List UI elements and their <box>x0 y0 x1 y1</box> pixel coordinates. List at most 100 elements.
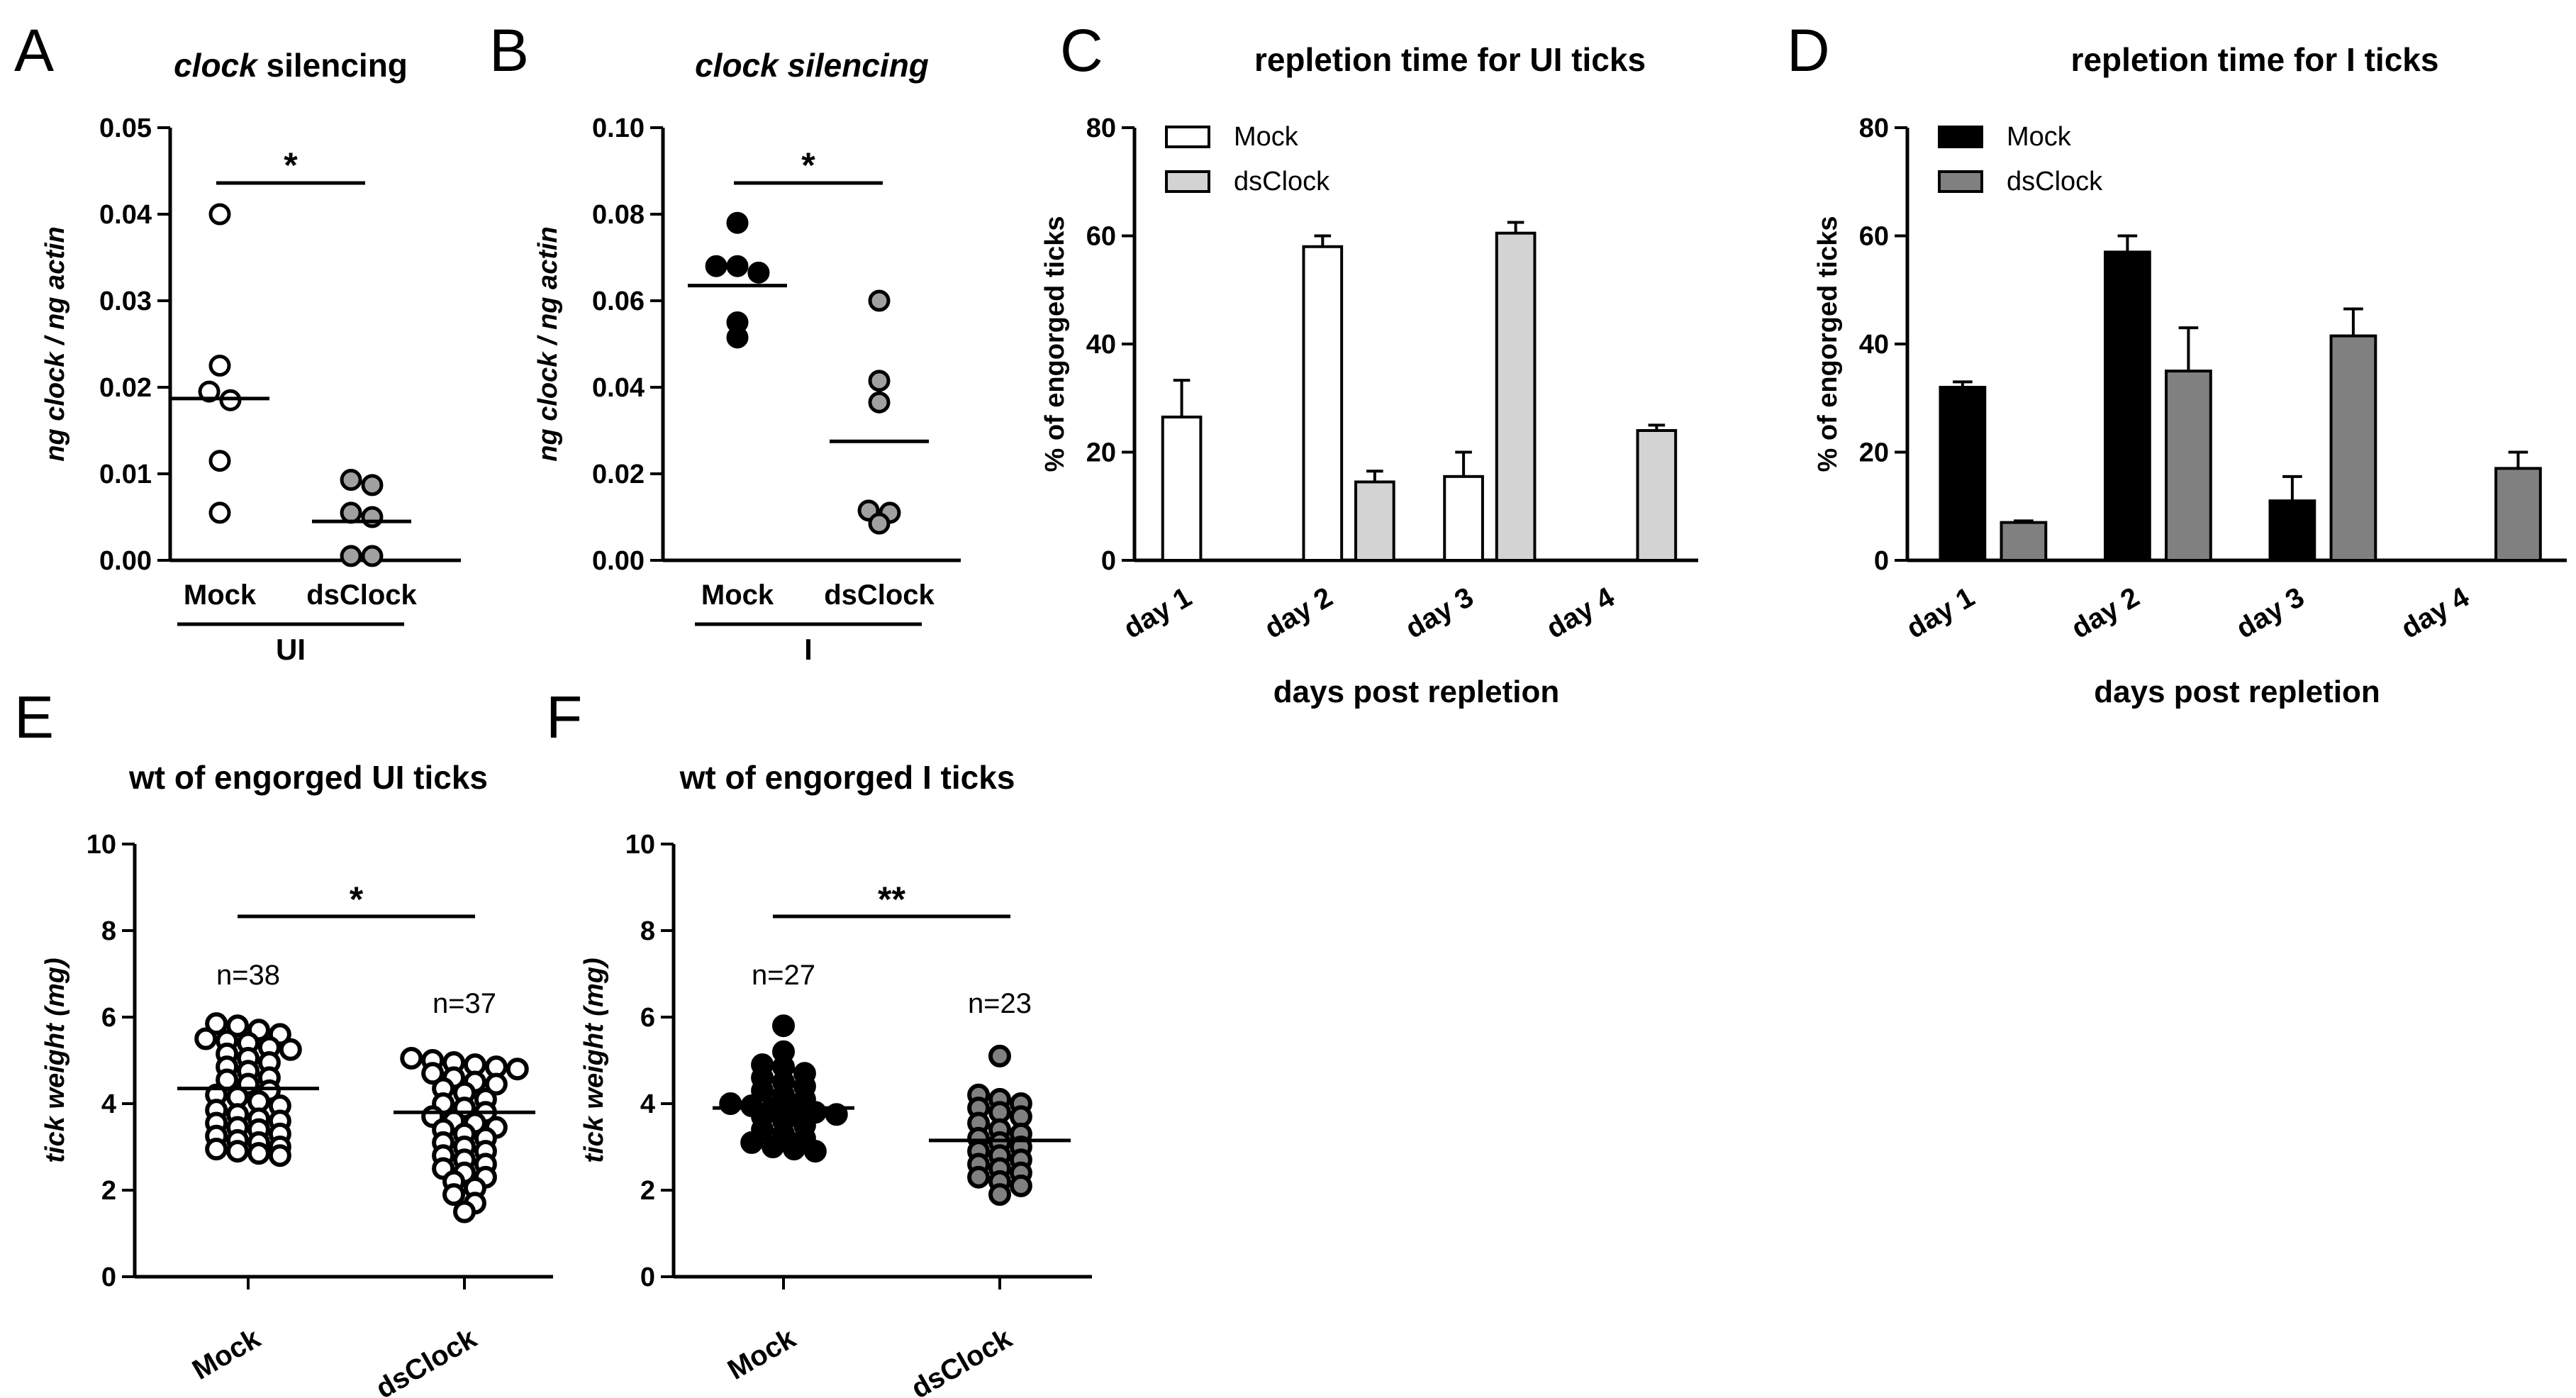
y-tick-label: 0.04 <box>99 200 152 230</box>
x-category-label: dsClock <box>824 579 935 611</box>
data-point-dsclock <box>868 512 891 535</box>
y-tick-label: 0.00 <box>99 546 152 576</box>
data-point-dsclock <box>868 391 891 414</box>
data-point-mock <box>772 1014 795 1038</box>
data-point-mock <box>726 255 749 277</box>
data-point-mock <box>226 1140 250 1163</box>
y-tick-label: 0.05 <box>99 113 152 143</box>
data-point-mock <box>208 450 231 472</box>
x-category-label: day 4 <box>1541 581 1620 645</box>
y-tick-label: 80 <box>1859 113 1889 143</box>
y-tick-label: 0 <box>101 1263 116 1292</box>
x-axis-label: days post repletion <box>1273 675 1559 709</box>
significance-label: ** <box>878 880 905 919</box>
data-point-mock <box>226 1014 250 1038</box>
data-point-mock <box>198 380 221 403</box>
data-point-dsclock <box>361 474 384 496</box>
y-tick-label: 2 <box>640 1176 655 1206</box>
chart-title: repletion time for I ticks <box>2071 41 2439 78</box>
chart-title: repletion time for UI ticks <box>1254 41 1646 78</box>
title-italic: clock <box>174 47 259 84</box>
data-point-mock <box>268 1144 291 1167</box>
data-point-mock <box>726 211 749 234</box>
chart-title: wt of engorged I ticks <box>679 759 1015 796</box>
y-tick-label: 0.04 <box>592 373 645 403</box>
data-point-dsclock <box>340 501 362 524</box>
legend-label: dsClock <box>2007 167 2103 196</box>
x-category-label: day 1 <box>1902 582 1980 645</box>
chart-title: clock silencing <box>174 47 408 84</box>
x-category-label: day 3 <box>2231 582 2310 645</box>
legend-swatch-mock <box>1165 126 1210 148</box>
chart-title: wt of engorged UI ticks <box>128 759 488 796</box>
data-point-dsclock <box>421 1062 445 1085</box>
data-point-dsclock <box>400 1046 423 1070</box>
x-category-label: day 4 <box>2396 581 2475 645</box>
bar-mock <box>1939 386 1987 562</box>
data-point-dsclock <box>988 1044 1011 1067</box>
x-category-label: day 2 <box>2066 582 2145 645</box>
data-point-dsclock <box>361 506 384 528</box>
y-tick-label: 4 <box>640 1089 655 1119</box>
panel-letter: E <box>14 684 54 750</box>
bar-dsclock <box>2329 334 2377 562</box>
x-category-label: Mock <box>723 1322 801 1386</box>
bar-mock <box>1302 245 1344 562</box>
y-tick-label: 0 <box>640 1263 655 1292</box>
data-point-mock <box>803 1140 827 1163</box>
data-point-mock <box>279 1038 302 1061</box>
data-point-dsclock <box>340 545 362 567</box>
data-point-mock <box>825 1103 848 1126</box>
y-tick-label: 20 <box>1859 438 1889 468</box>
n-label: n=38 <box>216 960 280 991</box>
bar-dsclock <box>2165 370 2212 562</box>
data-point-mock <box>247 1142 270 1165</box>
data-point-dsclock <box>967 1165 991 1189</box>
data-point-mock <box>705 255 727 277</box>
y-tick-label: 0.10 <box>592 113 645 143</box>
panel-letter: F <box>546 684 582 750</box>
bar-mock <box>1161 415 1203 562</box>
data-point-dsclock <box>868 289 891 312</box>
title-rest: silencing <box>257 47 408 84</box>
bar-mock <box>2104 250 2151 562</box>
y-tick-label: 8 <box>640 916 655 946</box>
significance-label: * <box>284 145 298 185</box>
data-point-dsclock <box>453 1200 476 1224</box>
y-tick-label: 40 <box>1086 330 1116 360</box>
group-label: I <box>804 633 813 666</box>
y-tick-label: 60 <box>1859 222 1889 252</box>
y-tick-label: 10 <box>625 830 655 860</box>
y-tick-label: 20 <box>1086 438 1116 468</box>
y-axis-label: % of engorged ticks <box>1813 216 1843 472</box>
y-tick-label: 4 <box>101 1089 116 1119</box>
panel-letter: A <box>14 17 54 84</box>
data-point-mock <box>205 1012 228 1036</box>
legend-label: Mock <box>1234 122 1299 152</box>
data-point-mock <box>747 261 770 284</box>
data-point-dsclock <box>484 1072 508 1096</box>
significance-label: * <box>350 880 364 919</box>
x-category-label: dsClock <box>906 1322 1017 1398</box>
y-tick-label: 0.01 <box>99 460 152 489</box>
x-category-label: Mock <box>701 579 774 611</box>
y-tick-label: 0.08 <box>592 200 645 230</box>
y-tick-label: 0 <box>1874 546 1889 576</box>
legend-swatch-mock <box>1938 126 1983 148</box>
bar-dsclock <box>1495 231 1537 562</box>
bar-mock <box>1443 475 1484 562</box>
y-tick-label: 10 <box>87 830 116 860</box>
data-point-mock <box>208 355 231 377</box>
data-point-mock <box>762 1136 785 1158</box>
n-label: n=37 <box>433 988 496 1019</box>
data-point-mock <box>751 1079 774 1102</box>
y-axis-label: tick weight (mg) <box>40 958 70 1163</box>
x-category-label: dsClock <box>371 1322 482 1398</box>
x-axis-label: days post repletion <box>2094 675 2380 709</box>
data-point-mock <box>782 1138 805 1161</box>
legend-label: dsClock <box>1234 167 1330 196</box>
y-tick-label: 0.02 <box>99 373 152 403</box>
legend-swatch-dsclock <box>1938 170 1983 193</box>
x-category-label: Mock <box>184 579 257 611</box>
